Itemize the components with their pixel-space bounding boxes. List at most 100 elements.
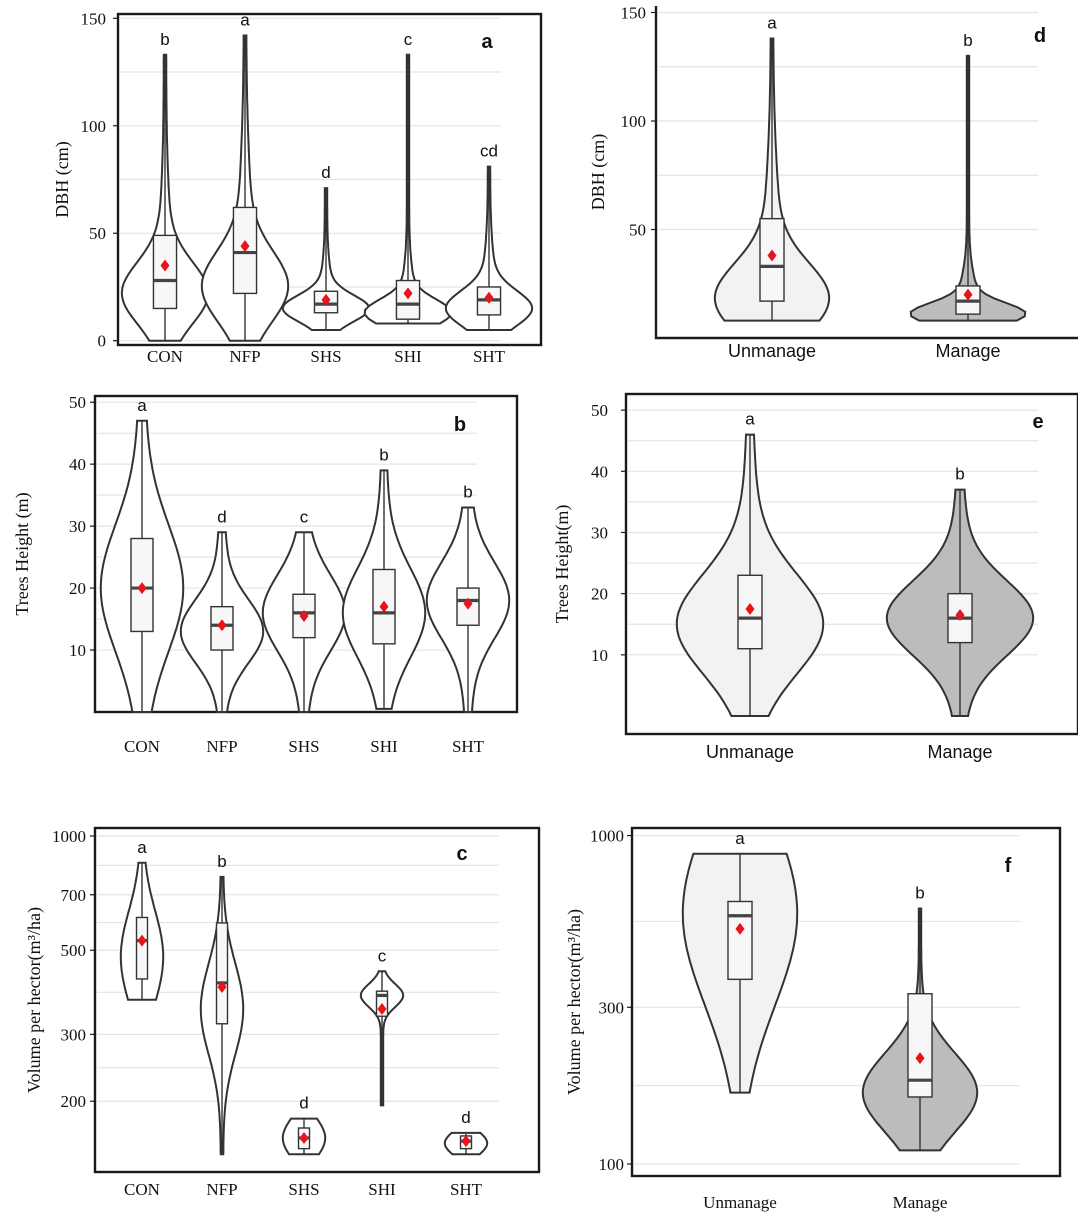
panel-letter: c: [456, 843, 467, 865]
significance-letter: c: [404, 30, 413, 49]
y-tick-label: 0: [98, 332, 107, 351]
plot-frame: [654, 6, 1078, 340]
mean-marker: [377, 1003, 387, 1016]
violin-group: b NFP: [199, 852, 245, 1199]
y-tick-label: 40: [69, 455, 86, 474]
mean-marker: [955, 609, 965, 622]
panel-f-volume-by-management: 100 300 1000 Volume per hector(m³/ha) f a Unma…: [564, 826, 1062, 1212]
significance-letter: c: [300, 507, 309, 526]
y-axis-label: Volume per hector(m³/ha): [564, 909, 585, 1095]
y-tick-label: 300: [61, 1025, 87, 1044]
panel-letter: a: [481, 31, 493, 53]
y-axis-label: DBH (cm): [588, 134, 609, 210]
violin-group: d NFP: [179, 507, 265, 756]
y-tick-label: 100: [599, 1155, 625, 1174]
y-axis-label: Trees Height (m): [12, 492, 33, 615]
panel-a-dbh-by-forest-type: 0 50 100 150 DBH (cm) a b CON a NFP d SHS c SHI cd SHT: [52, 9, 543, 366]
y-tick-label: 50: [69, 393, 86, 412]
category-label: CON: [147, 347, 183, 366]
violin-group: a Unmanage: [675, 410, 825, 762]
plot-frame: [630, 826, 1062, 1178]
mean-marker: [160, 259, 170, 272]
y-tick-label: 500: [61, 941, 87, 960]
category-label: Manage: [927, 742, 992, 762]
category-label: Unmanage: [706, 742, 794, 762]
mean-marker: [963, 288, 973, 301]
violin-group: b SHI: [341, 445, 427, 756]
y-tick-label: 30: [69, 517, 86, 536]
category-label: Unmanage: [703, 1193, 777, 1212]
violin-group: d SHS: [281, 163, 371, 366]
violin-group: a CON: [99, 396, 185, 756]
mean-marker: [299, 1131, 309, 1144]
category-label: Manage: [935, 341, 1000, 361]
significance-letter: d: [299, 1094, 308, 1113]
mean-marker: [379, 600, 389, 613]
y-tick-label: 100: [81, 117, 107, 136]
significance-letter: b: [379, 445, 388, 464]
panel-b-height-by-forest-type: 10 20 30 40 50 Trees Height (m) b a CON d NFP c SHS b…: [12, 393, 519, 756]
significance-letter: a: [137, 396, 147, 415]
mean-marker: [403, 287, 413, 300]
plot-frame: [116, 12, 543, 347]
significance-letter: b: [463, 483, 472, 502]
y-tick-label: 20: [69, 579, 86, 598]
y-axis: 50 100 150: [621, 4, 656, 240]
y-axis-label: Trees Height(m): [552, 505, 573, 624]
category-label: Unmanage: [728, 341, 816, 361]
violin-group: a Unmanage: [681, 829, 799, 1212]
y-tick-label: 200: [61, 1092, 87, 1111]
gridlines: [658, 11, 1038, 231]
category-label: CON: [124, 1180, 160, 1199]
plot-frame: [624, 392, 1078, 736]
violin-group: cd SHT: [444, 142, 534, 366]
y-tick-label: 50: [629, 221, 646, 240]
y-tick-label: 50: [89, 224, 106, 243]
significance-letter: d: [461, 1108, 470, 1127]
y-tick-label: 1000: [52, 827, 86, 846]
mean-marker: [217, 619, 227, 632]
violin-group: b SHT: [425, 483, 511, 756]
iqr-box: [395, 279, 421, 320]
significance-letter: cd: [480, 142, 498, 161]
y-tick-label: 30: [591, 523, 608, 542]
iqr-box: [727, 900, 753, 981]
panel-d-dbh-by-management: 50 100 150 DBH (cm) d a Unmanage b Manage: [588, 4, 1078, 361]
category-label: SHS: [310, 347, 341, 366]
category-label: SHT: [452, 737, 485, 756]
violin-group: b Manage: [861, 883, 979, 1212]
panel-letter: e: [1032, 411, 1043, 433]
violin-group: c SHI: [359, 946, 405, 1199]
y-tick-label: 100: [621, 112, 647, 131]
violin-group: b Manage: [909, 31, 1027, 361]
panel-e-height-by-management: 10 20 30 40 50 Trees Height(m) e a Unmanage b Mana…: [552, 392, 1078, 762]
significance-letter: b: [160, 30, 169, 49]
mean-marker: [735, 922, 745, 935]
significance-letter: b: [915, 883, 924, 902]
violin-group: a NFP: [200, 10, 290, 366]
category-label: NFP: [206, 737, 237, 756]
category-label: NFP: [229, 347, 260, 366]
mean-marker: [137, 934, 147, 947]
gridlines: [97, 835, 499, 1102]
mean-marker: [463, 597, 473, 610]
mean-marker: [217, 980, 227, 993]
mean-marker: [461, 1135, 471, 1148]
significance-letter: a: [137, 838, 147, 857]
significance-letter: b: [217, 852, 226, 871]
mean-marker: [299, 609, 309, 622]
violin-group: b Manage: [885, 465, 1035, 762]
y-axis: 10 20 30 40 50: [591, 401, 626, 665]
panel-c-volume-by-forest-type: 200 300 500 700 1000 Volume per hector(m³/ha)…: [24, 826, 541, 1199]
category-label: NFP: [206, 1180, 237, 1199]
panel-letter: f: [1005, 855, 1012, 877]
category-label: SHS: [288, 1180, 319, 1199]
significance-letter: d: [321, 163, 330, 182]
category-label: SHI: [394, 347, 422, 366]
significance-letter: a: [745, 410, 755, 429]
y-axis-label: DBH (cm): [52, 141, 73, 217]
y-axis: 10 20 30 40 50: [69, 393, 95, 660]
violin-group: c SHI: [363, 30, 453, 366]
y-axis: 200 300 500 700 1000: [52, 827, 95, 1111]
